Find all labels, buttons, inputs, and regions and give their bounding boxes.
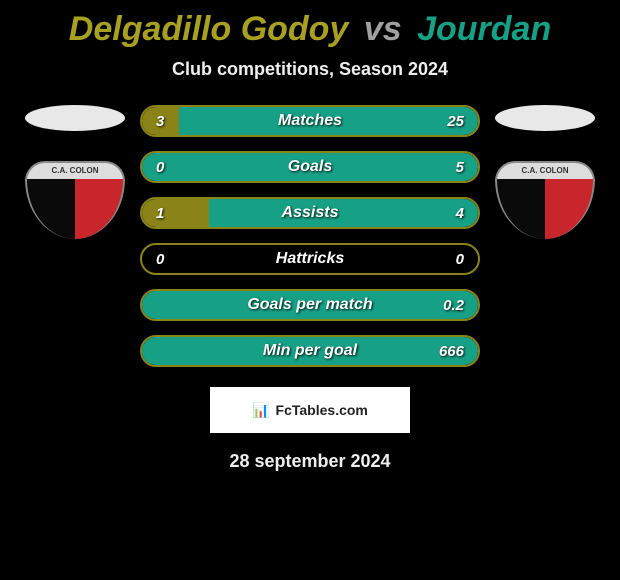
stat-label: Assists bbox=[282, 204, 339, 222]
stat-value-player2: 25 bbox=[447, 113, 464, 130]
main-content: C.A. COLON 3 Matches 25 0 Goals 5 1 Assists 4 0 Ha… bbox=[0, 105, 620, 367]
stat-value-player2: 666 bbox=[439, 343, 464, 360]
stat-value-player2: 4 bbox=[456, 205, 464, 222]
stat-value-player1: 3 bbox=[156, 113, 164, 130]
stats-list: 3 Matches 25 0 Goals 5 1 Assists 4 0 Hattricks 0 Goa… bbox=[135, 105, 485, 367]
stat-row: Goals per match 0.2 bbox=[140, 289, 480, 321]
crest-banner: C.A. COLON bbox=[495, 161, 595, 181]
player2-club-crest: C.A. COLON bbox=[495, 161, 595, 251]
player1-placeholder-ellipse bbox=[25, 105, 125, 131]
stat-value-player2: 0 bbox=[456, 251, 464, 268]
vs-text: vs bbox=[364, 10, 402, 48]
stat-fill-player2 bbox=[209, 199, 478, 227]
stat-row: 1 Assists 4 bbox=[140, 197, 480, 229]
stat-value-player1: 0 bbox=[156, 159, 164, 176]
date-label: 28 september 2024 bbox=[229, 451, 390, 472]
crest-left-half bbox=[25, 179, 75, 239]
crest-banner: C.A. COLON bbox=[25, 161, 125, 181]
source-badge[interactable]: 📊 FcTables.com bbox=[210, 387, 410, 433]
stat-label: Matches bbox=[278, 112, 342, 130]
stat-value-player1: 1 bbox=[156, 205, 164, 222]
stat-label: Goals bbox=[288, 158, 332, 176]
stat-row: 0 Hattricks 0 bbox=[140, 243, 480, 275]
stat-row: 0 Goals 5 bbox=[140, 151, 480, 183]
player1-club-crest: C.A. COLON bbox=[25, 161, 125, 251]
player1-badge-column: C.A. COLON bbox=[15, 105, 135, 251]
stat-value-player1: 0 bbox=[156, 251, 164, 268]
comparison-title: Delgadillo Godoy vs Jourdan bbox=[69, 10, 551, 49]
player2-name: Jourdan bbox=[417, 10, 551, 48]
stat-label: Hattricks bbox=[276, 250, 344, 268]
subtitle: Club competitions, Season 2024 bbox=[172, 59, 448, 80]
player1-name: Delgadillo Godoy bbox=[69, 10, 349, 48]
stat-label: Goals per match bbox=[247, 296, 372, 314]
stat-fill-player1 bbox=[142, 199, 209, 227]
player2-badge-column: C.A. COLON bbox=[485, 105, 605, 251]
player2-placeholder-ellipse bbox=[495, 105, 595, 131]
crest-left-half bbox=[495, 179, 545, 239]
stat-label: Min per goal bbox=[263, 342, 357, 360]
crest-right-half bbox=[75, 179, 125, 239]
stat-value-player2: 5 bbox=[456, 159, 464, 176]
stat-row: 3 Matches 25 bbox=[140, 105, 480, 137]
stat-value-player2: 0.2 bbox=[443, 297, 464, 314]
stat-row: Min per goal 666 bbox=[140, 335, 480, 367]
brand-text: FcTables.com bbox=[276, 402, 368, 418]
crest-right-half bbox=[545, 179, 595, 239]
chart-icon: 📊 bbox=[252, 402, 269, 419]
